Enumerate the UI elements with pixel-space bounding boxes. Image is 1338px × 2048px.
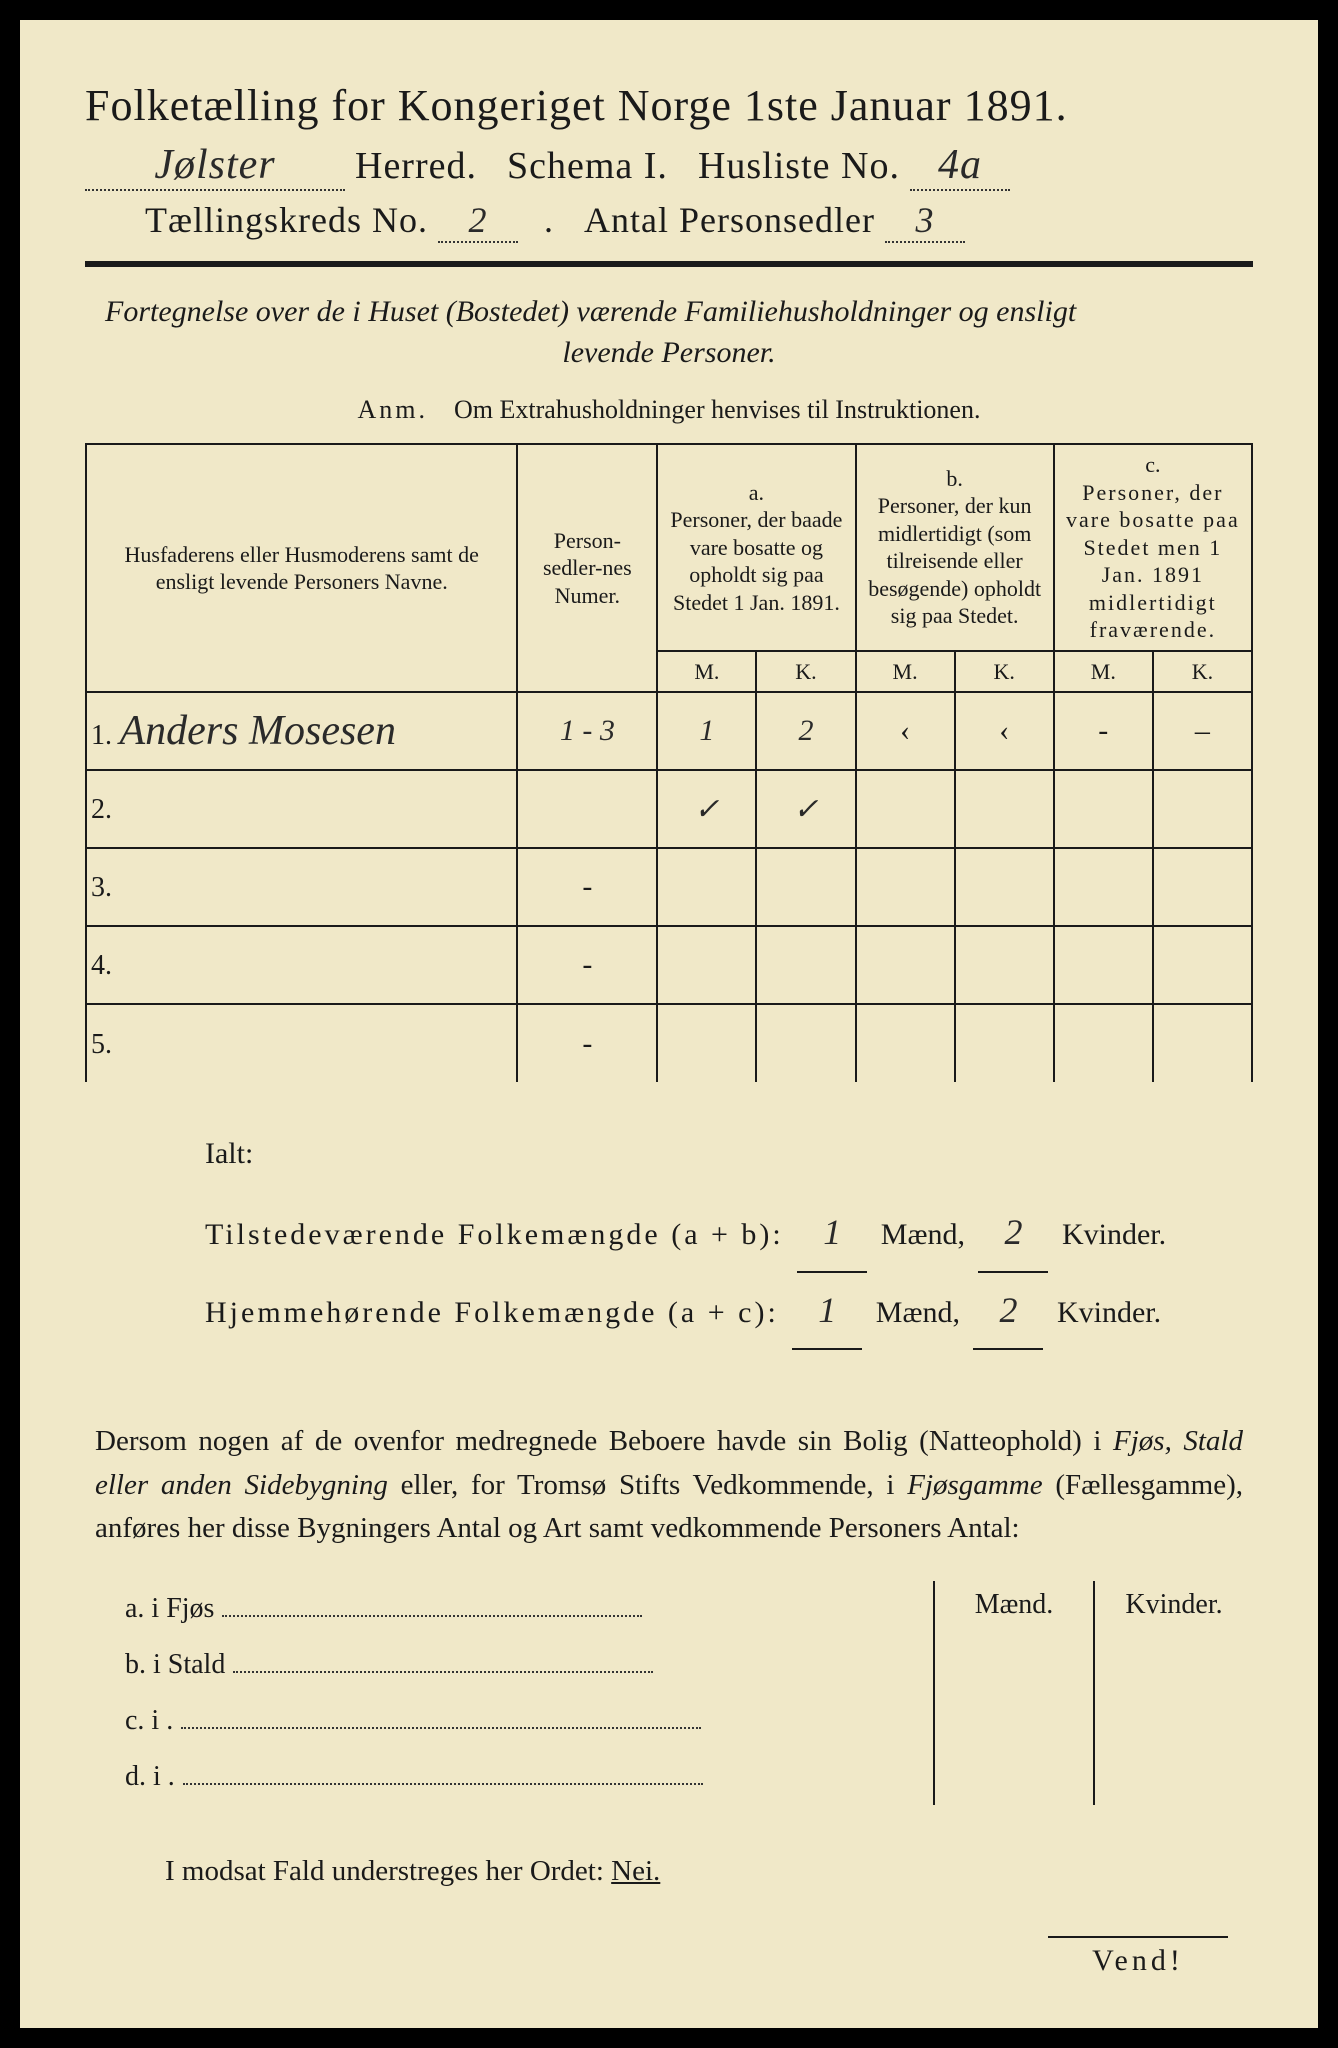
totals-line-2: Hjemmehørende Folkemængde (a + c): 1 Mæn… (205, 1273, 1253, 1351)
bolig-paragraph: Dersom nogen af de ovenfor medregnede Be… (85, 1420, 1253, 1551)
husliste-field: 4a (910, 141, 1010, 191)
table-row: 5. - (86, 1004, 1252, 1082)
hjemme-m: 1 (792, 1273, 862, 1351)
herred-label: Herred. (355, 144, 477, 188)
col-header-name: Husfaderens eller Husmoderens samt de en… (86, 444, 517, 692)
sub-rows-left: a. i Fjøs b. i Stald c. i . d. i . (125, 1581, 933, 1805)
row1-name: Anders Mosesen (120, 708, 396, 754)
anm-prefix: Anm. (358, 395, 429, 424)
header-line-3: Tællingskreds No. 2 . Antal Personsedler… (85, 199, 1253, 243)
col-a-k: K. (756, 651, 855, 693)
main-title: Folketælling for Kongeriget Norge 1ste J… (85, 80, 1253, 131)
totals-line-1: Tilstedeværende Folkemængde (a + b): 1 M… (205, 1195, 1253, 1273)
totals-block: Ialt: Tilstedeværende Folkemængde (a + b… (85, 1122, 1253, 1350)
census-form-page: Folketælling for Kongeriget Norge 1ste J… (20, 20, 1318, 2028)
sub-row-c: c. i . (125, 1693, 933, 1749)
col-a-m: M. (657, 651, 756, 693)
table-row: 3. - (86, 848, 1252, 926)
sub-row-a: a. i Fjøs (125, 1581, 933, 1637)
nei-line: I modsat Fald understreges her Ordet: Ne… (85, 1855, 1253, 1888)
table-row: 4. - (86, 926, 1252, 1004)
tilstede-m: 1 (797, 1195, 867, 1273)
tilstede-k: 2 (978, 1195, 1048, 1273)
table-row: 2. ✓ ✓ (86, 770, 1252, 848)
sub-col-kvinder: Kvinder. (1093, 1581, 1253, 1805)
sub-row-b: b. i Stald (125, 1637, 933, 1693)
subtitle: Fortegnelse over de i Huset (Bostedet) v… (85, 292, 1253, 373)
sub-row-d: d. i . (125, 1749, 933, 1805)
husliste-label: Husliste No. (698, 144, 900, 188)
hjemme-k: 2 (973, 1273, 1043, 1351)
antal-field: 3 (885, 199, 965, 243)
antal-label: Antal Personsedler (584, 199, 875, 241)
herred-field: Jølster (85, 141, 345, 191)
col-c-m: M. (1054, 651, 1153, 693)
row1-num: 1 - 3 (517, 692, 657, 770)
divider-rule (85, 261, 1253, 267)
table-body: 1. Anders Mosesen 1 - 3 1 2 ‹ ‹ - – 2. ✓… (86, 692, 1252, 1082)
header-line-2: Jølster Herred. Schema I. Husliste No. 4… (85, 141, 1253, 191)
table-row: 1. Anders Mosesen 1 - 3 1 2 ‹ ‹ - – (86, 692, 1252, 770)
col-header-num: Person-sedler-nes Numer. (517, 444, 657, 692)
anm-note: Anm. Om Extrahusholdninger henvises til … (85, 395, 1253, 425)
col-header-c: c. Personer, der vare bosatte paa Stedet… (1054, 444, 1252, 651)
kreds-label: Tællingskreds No. (145, 199, 428, 241)
col-b-k: K. (955, 651, 1054, 693)
schema-label: Schema I. (507, 144, 668, 188)
main-table: Husfaderens eller Husmoderens samt de en… (85, 443, 1253, 1082)
sub-rows-right: Mænd. Kvinder. (933, 1581, 1253, 1805)
ialt-label: Ialt: (205, 1122, 1253, 1185)
col-c-k: K. (1153, 651, 1252, 693)
subtitle-line2: levende Personer. (105, 333, 1233, 374)
nei-word: Nei. (611, 1855, 660, 1887)
kreds-field: 2 (438, 199, 518, 243)
sub-col-maend: Mænd. (933, 1581, 1093, 1805)
vend-label: Vend! (1048, 1936, 1228, 1978)
anm-text: Om Extrahusholdninger henvises til Instr… (454, 395, 980, 424)
col-b-m: M. (856, 651, 955, 693)
subtitle-line1: Fortegnelse over de i Huset (Bostedet) v… (105, 295, 1076, 328)
col-header-b: b. Personer, der kun midlertidigt (som t… (856, 444, 1054, 651)
col-header-a: a. Personer, der baade vare bosatte og o… (657, 444, 855, 651)
bolig-sub-table: a. i Fjøs b. i Stald c. i . d. i . Mænd.… (85, 1581, 1253, 1805)
